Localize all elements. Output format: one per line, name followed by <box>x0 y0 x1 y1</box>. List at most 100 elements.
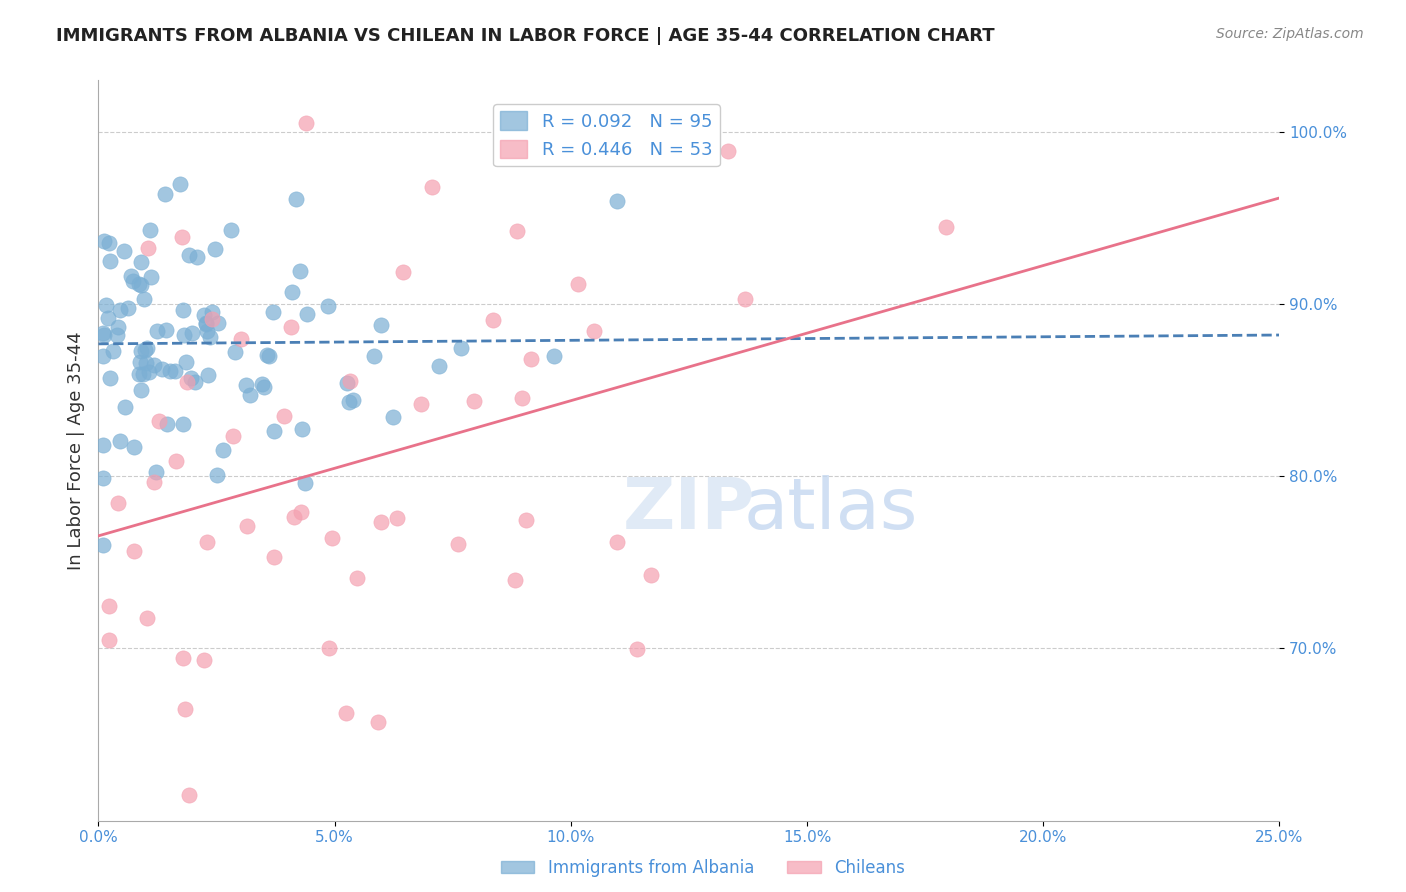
Chileans <box>172 651 194 665</box>
Y-axis label: In Labor Force | Age 35-44: In Labor Force | Age 35-44 <box>66 331 84 570</box>
Chileans <box>606 535 628 549</box>
Immigrants from Albania <box>195 316 218 330</box>
Immigrants from Albania <box>132 293 155 307</box>
Chileans <box>222 429 245 443</box>
Immigrants from Albania <box>172 417 194 432</box>
Chileans <box>515 513 537 527</box>
Immigrants from Albania <box>131 255 153 269</box>
Chileans <box>138 241 160 255</box>
Chileans <box>107 496 129 510</box>
Immigrants from Albania <box>91 326 114 340</box>
Text: IMMIGRANTS FROM ALBANIA VS CHILEAN IN LABOR FORCE | AGE 35-44 CORRELATION CHART: IMMIGRANTS FROM ALBANIA VS CHILEAN IN LA… <box>56 27 995 45</box>
Immigrants from Albania <box>336 376 359 390</box>
Immigrants from Albania <box>96 298 118 312</box>
Immigrants from Albania <box>184 375 207 389</box>
Legend: Immigrants from Albania, Chileans: Immigrants from Albania, Chileans <box>495 853 911 884</box>
Chileans <box>409 397 432 411</box>
Immigrants from Albania <box>98 253 121 268</box>
Immigrants from Albania <box>195 324 218 338</box>
Chileans <box>177 788 200 802</box>
Immigrants from Albania <box>138 365 160 379</box>
Immigrants from Albania <box>285 192 308 206</box>
Immigrants from Albania <box>172 303 194 318</box>
Immigrants from Albania <box>363 349 385 363</box>
Immigrants from Albania <box>194 318 217 332</box>
Immigrants from Albania <box>142 359 165 373</box>
Chileans <box>447 537 470 551</box>
Immigrants from Albania <box>108 434 131 449</box>
Chileans <box>98 599 121 613</box>
Chileans <box>290 505 312 519</box>
Immigrants from Albania <box>224 344 246 359</box>
Immigrants from Albania <box>150 362 173 376</box>
Immigrants from Albania <box>169 177 191 191</box>
Immigrants from Albania <box>295 307 318 321</box>
Chileans <box>280 320 302 334</box>
Immigrants from Albania <box>429 359 451 374</box>
Chileans <box>135 610 157 624</box>
Immigrants from Albania <box>370 318 392 332</box>
Chileans <box>236 519 259 533</box>
Immigrants from Albania <box>120 268 142 283</box>
Immigrants from Albania <box>174 355 197 369</box>
Immigrants from Albania <box>291 422 314 436</box>
Immigrants from Albania <box>135 356 157 370</box>
Immigrants from Albania <box>136 341 159 355</box>
Immigrants from Albania <box>159 364 181 378</box>
Chileans <box>367 714 389 729</box>
Immigrants from Albania <box>114 244 136 258</box>
Immigrants from Albania <box>235 377 257 392</box>
Text: atlas: atlas <box>744 475 918 544</box>
Immigrants from Albania <box>97 310 120 325</box>
Immigrants from Albania <box>253 380 276 394</box>
Chileans <box>370 515 392 529</box>
Immigrants from Albania <box>197 368 219 382</box>
Immigrants from Albania <box>180 371 202 385</box>
Immigrants from Albania <box>93 327 115 342</box>
Chileans <box>294 116 316 130</box>
Chileans <box>200 311 222 326</box>
Immigrants from Albania <box>146 324 169 338</box>
Immigrants from Albania <box>262 305 284 319</box>
Immigrants from Albania <box>186 250 208 264</box>
Immigrants from Albania <box>129 277 152 292</box>
Immigrants from Albania <box>205 467 228 482</box>
Chileans <box>582 324 605 338</box>
Chileans <box>506 224 529 238</box>
Immigrants from Albania <box>294 475 316 490</box>
Immigrants from Albania <box>316 299 339 313</box>
Chileans <box>148 414 170 428</box>
Chileans <box>626 642 648 657</box>
Immigrants from Albania <box>219 223 242 237</box>
Immigrants from Albania <box>181 326 204 340</box>
Chileans <box>520 352 543 367</box>
Chileans <box>346 571 368 585</box>
Immigrants from Albania <box>129 343 152 358</box>
Immigrants from Albania <box>156 417 179 432</box>
Immigrants from Albania <box>138 223 160 237</box>
Chileans <box>318 640 340 655</box>
Immigrants from Albania <box>128 277 150 292</box>
Immigrants from Albania <box>155 322 177 336</box>
Chileans <box>640 568 662 582</box>
Immigrants from Albania <box>280 285 302 300</box>
Immigrants from Albania <box>342 392 364 407</box>
Immigrants from Albania <box>98 370 121 384</box>
Immigrants from Albania <box>238 388 260 402</box>
Chileans <box>165 454 187 468</box>
Chileans <box>193 653 215 667</box>
Legend: R = 0.092   N = 95, R = 0.446   N = 53: R = 0.092 N = 95, R = 0.446 N = 53 <box>494 104 720 166</box>
Immigrants from Albania <box>193 308 215 322</box>
Chileans <box>567 277 589 291</box>
Immigrants from Albania <box>121 274 143 288</box>
Immigrants from Albania <box>91 538 114 552</box>
Immigrants from Albania <box>91 437 114 451</box>
Immigrants from Albania <box>117 301 139 315</box>
Immigrants from Albania <box>257 350 280 364</box>
Chileans <box>176 375 198 389</box>
Immigrants from Albania <box>114 400 136 414</box>
Immigrants from Albania <box>290 264 312 278</box>
Chileans <box>463 393 485 408</box>
Immigrants from Albania <box>128 367 150 381</box>
Immigrants from Albania <box>250 377 273 392</box>
